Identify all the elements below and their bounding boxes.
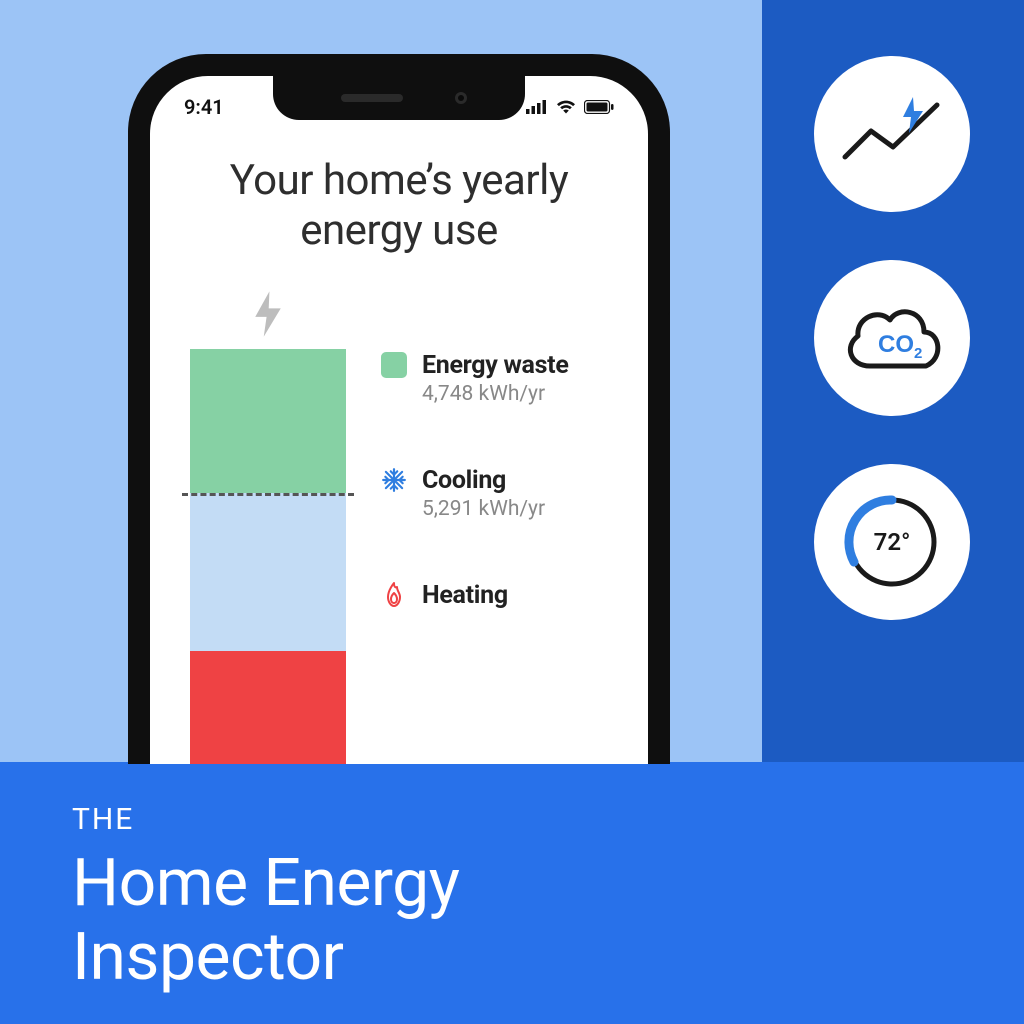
legend-label: Heating	[422, 581, 508, 610]
bar-segment-waste	[190, 349, 346, 493]
footer-kicker: THE	[72, 802, 459, 837]
phone-frame: 9:41 Your home’s yearly energy us	[128, 54, 670, 764]
badge-trend[interactable]	[814, 56, 970, 212]
badge-column: CO2 72°	[792, 56, 992, 620]
app-title: Your home’s yearly energy use	[190, 156, 608, 255]
legend-item-heating: Heating	[380, 581, 608, 612]
badge-co2[interactable]: CO2	[814, 260, 970, 416]
legend-item-waste: Energy waste4,748 kWh/yr	[380, 351, 608, 406]
svg-text:72°: 72°	[874, 528, 911, 556]
legend-label: Energy waste	[422, 351, 569, 380]
svg-text:CO2: CO2	[878, 331, 922, 362]
phone-screen: 9:41 Your home’s yearly energy us	[150, 76, 648, 764]
app-title-line1: Your home’s yearly	[230, 156, 568, 205]
footer-title-line1: Home Energy	[72, 845, 459, 922]
bar-stack	[190, 349, 346, 764]
swatch-icon	[380, 351, 408, 379]
legend-item-cooling: Cooling5,291 kWh/yr	[380, 466, 608, 521]
snowflake-icon	[380, 466, 408, 494]
app-content: Your home’s yearly energy use Energy was…	[150, 156, 648, 764]
footer-title: Home Energy Inspector	[72, 847, 459, 995]
energy-chart: Energy waste4,748 kWh/yr Cooling5,291 kWh…	[190, 291, 608, 764]
legend-label: Cooling	[422, 466, 545, 495]
power-button[interactable]	[668, 312, 670, 422]
status-bar: 9:41	[150, 92, 648, 122]
legend-value: 4,748 kWh/yr	[422, 382, 569, 406]
bar-segment-cooling	[190, 493, 346, 651]
bolt-icon	[251, 291, 285, 341]
battery-icon	[584, 95, 614, 119]
app-title-line2: energy use	[300, 206, 498, 255]
chart-legend: Energy waste4,748 kWh/yr Cooling5,291 kWh…	[346, 291, 608, 764]
volume-up-button[interactable]	[128, 290, 130, 358]
footer-title-line2: Inspector	[72, 919, 344, 996]
stacked-bar	[190, 291, 346, 764]
volume-down-button[interactable]	[128, 374, 130, 442]
mute-switch[interactable]	[128, 228, 130, 264]
legend-text: Heating	[422, 581, 508, 612]
wifi-icon	[556, 95, 576, 119]
canvas: 9:41 Your home’s yearly energy us	[0, 0, 1024, 1024]
status-time: 9:41	[184, 95, 224, 119]
bar-segment-heating	[190, 651, 346, 764]
legend-text: Energy waste4,748 kWh/yr	[422, 351, 569, 406]
footer-title-block: THE Home Energy Inspector	[72, 802, 459, 995]
legend-value: 5,291 kWh/yr	[422, 497, 545, 521]
bar-dash-divider	[182, 493, 354, 496]
signal-icon	[526, 95, 548, 119]
legend-text: Cooling5,291 kWh/yr	[422, 466, 545, 521]
flame-icon	[380, 581, 408, 609]
badge-thermostat[interactable]: 72°	[814, 464, 970, 620]
